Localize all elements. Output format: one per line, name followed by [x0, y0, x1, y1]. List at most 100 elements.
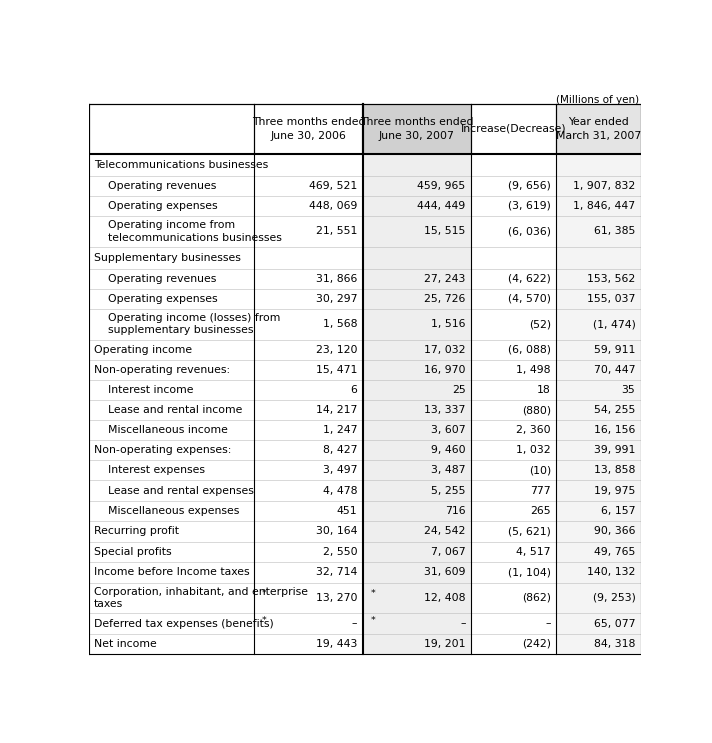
Text: 6, 157: 6, 157 [601, 505, 635, 516]
Text: 84, 318: 84, 318 [594, 639, 635, 649]
Text: 1, 247: 1, 247 [323, 425, 357, 435]
Text: 16, 156: 16, 156 [594, 425, 635, 435]
Text: Operating revenues: Operating revenues [94, 273, 216, 284]
Bar [362, 104, 471, 154]
Text: Non-operating revenues:: Non-operating revenues: [94, 365, 230, 375]
Text: (9, 656): (9, 656) [508, 181, 551, 191]
Text: Income before Income taxes: Income before Income taxes [94, 568, 249, 577]
Text: 19, 201: 19, 201 [424, 639, 466, 649]
Text: 59, 911: 59, 911 [594, 345, 635, 354]
Text: Operating income from
    telecommunications businesses: Operating income from telecommunications… [94, 220, 281, 243]
Text: Interest expenses: Interest expenses [94, 465, 204, 476]
Text: (4, 570): (4, 570) [508, 293, 551, 304]
Text: –: – [545, 618, 551, 629]
Text: 1, 498: 1, 498 [516, 365, 551, 375]
Text: Operating income (losses) from
    supplementary businesses: Operating income (losses) from supplemen… [94, 313, 280, 335]
Text: Corporation, inhabitant, and enterprise
taxes: Corporation, inhabitant, and enterprise … [94, 587, 308, 609]
Text: 65, 077: 65, 077 [594, 618, 635, 629]
Text: 30, 164: 30, 164 [315, 527, 357, 536]
Text: 13, 337: 13, 337 [424, 405, 466, 415]
Text: 459, 965: 459, 965 [417, 181, 466, 191]
Text: 30, 297: 30, 297 [315, 293, 357, 304]
Text: 153, 562: 153, 562 [587, 273, 635, 284]
Text: 140, 132: 140, 132 [587, 568, 635, 577]
Text: 25: 25 [452, 385, 466, 395]
Text: 4, 478: 4, 478 [323, 485, 357, 496]
Text: 1, 846, 447: 1, 846, 447 [573, 201, 635, 211]
Text: Three months ended
June 30, 2007: Three months ended June 30, 2007 [360, 117, 473, 140]
Text: (3, 619): (3, 619) [508, 201, 551, 211]
Text: 18: 18 [537, 385, 551, 395]
Text: *: * [370, 589, 375, 598]
Text: 13, 858: 13, 858 [594, 465, 635, 476]
Text: 1, 907, 832: 1, 907, 832 [573, 181, 635, 191]
Text: *: * [370, 616, 375, 625]
Text: 469, 521: 469, 521 [309, 181, 357, 191]
Text: Operating income: Operating income [94, 345, 192, 354]
Text: 14, 217: 14, 217 [316, 405, 357, 415]
Text: Non-operating expenses:: Non-operating expenses: [94, 445, 231, 455]
Text: 5, 255: 5, 255 [431, 485, 466, 496]
Text: 61, 385: 61, 385 [594, 227, 635, 236]
Text: 32, 714: 32, 714 [316, 568, 357, 577]
Text: 777: 777 [530, 485, 551, 496]
Text: 3, 487: 3, 487 [431, 465, 466, 476]
Text: 21, 551: 21, 551 [316, 227, 357, 236]
Text: 49, 765: 49, 765 [594, 548, 635, 557]
Text: 3, 497: 3, 497 [323, 465, 357, 476]
Text: 17, 032: 17, 032 [424, 345, 466, 354]
Text: 265: 265 [530, 505, 551, 516]
Text: 451: 451 [337, 505, 357, 516]
Text: 3, 607: 3, 607 [431, 425, 466, 435]
Text: (4, 622): (4, 622) [508, 273, 551, 284]
Text: 23, 120: 23, 120 [315, 345, 357, 354]
Text: 90, 366: 90, 366 [594, 527, 635, 536]
Text: 1, 032: 1, 032 [516, 445, 551, 455]
Text: Lease and rental income: Lease and rental income [94, 405, 242, 415]
Text: 24, 542: 24, 542 [424, 527, 466, 536]
Text: (242): (242) [522, 639, 551, 649]
Text: 12, 408: 12, 408 [424, 593, 466, 603]
Text: 15, 471: 15, 471 [316, 365, 357, 375]
Text: Year ended
March 31, 2007: Year ended March 31, 2007 [556, 117, 642, 140]
Text: 70, 447: 70, 447 [594, 365, 635, 375]
Text: Telecommunications businesses: Telecommunications businesses [94, 160, 268, 170]
Text: 9, 460: 9, 460 [431, 445, 466, 455]
Text: 31, 609: 31, 609 [424, 568, 466, 577]
Text: (52): (52) [529, 319, 551, 329]
Text: (6, 088): (6, 088) [508, 345, 551, 354]
Text: (1, 474): (1, 474) [592, 319, 635, 329]
Text: 19, 443: 19, 443 [316, 639, 357, 649]
Text: 4, 517: 4, 517 [516, 548, 551, 557]
Text: 716: 716 [445, 505, 466, 516]
Text: Miscellaneous expenses: Miscellaneous expenses [94, 505, 239, 516]
Text: Supplementary businesses: Supplementary businesses [94, 253, 241, 263]
Text: –: – [460, 618, 466, 629]
Text: 155, 037: 155, 037 [587, 293, 635, 304]
Text: 7, 067: 7, 067 [431, 548, 466, 557]
Text: Special profits: Special profits [94, 548, 172, 557]
Text: 39, 991: 39, 991 [594, 445, 635, 455]
Text: (862): (862) [522, 593, 551, 603]
Text: 27, 243: 27, 243 [424, 273, 466, 284]
Text: Miscellaneous income: Miscellaneous income [94, 425, 228, 435]
Text: –: – [352, 618, 357, 629]
Bar [556, 154, 641, 654]
Text: 54, 255: 54, 255 [594, 405, 635, 415]
Text: Three months ended
June 30, 2006: Three months ended June 30, 2006 [251, 117, 365, 140]
Text: 25, 726: 25, 726 [424, 293, 466, 304]
Text: 13, 270: 13, 270 [315, 593, 357, 603]
Text: 2, 360: 2, 360 [516, 425, 551, 435]
Text: (1, 104): (1, 104) [508, 568, 551, 577]
Text: (880): (880) [522, 405, 551, 415]
Text: Interest income: Interest income [94, 385, 193, 395]
Text: 16, 970: 16, 970 [424, 365, 466, 375]
Text: 8, 427: 8, 427 [323, 445, 357, 455]
Text: Net income: Net income [94, 639, 157, 649]
Text: 6: 6 [350, 385, 357, 395]
Text: Operating revenues: Operating revenues [94, 181, 216, 191]
Text: 1, 568: 1, 568 [323, 319, 357, 329]
Text: 19, 975: 19, 975 [594, 485, 635, 496]
Text: 31, 866: 31, 866 [316, 273, 357, 284]
Text: Operating expenses: Operating expenses [94, 201, 217, 211]
